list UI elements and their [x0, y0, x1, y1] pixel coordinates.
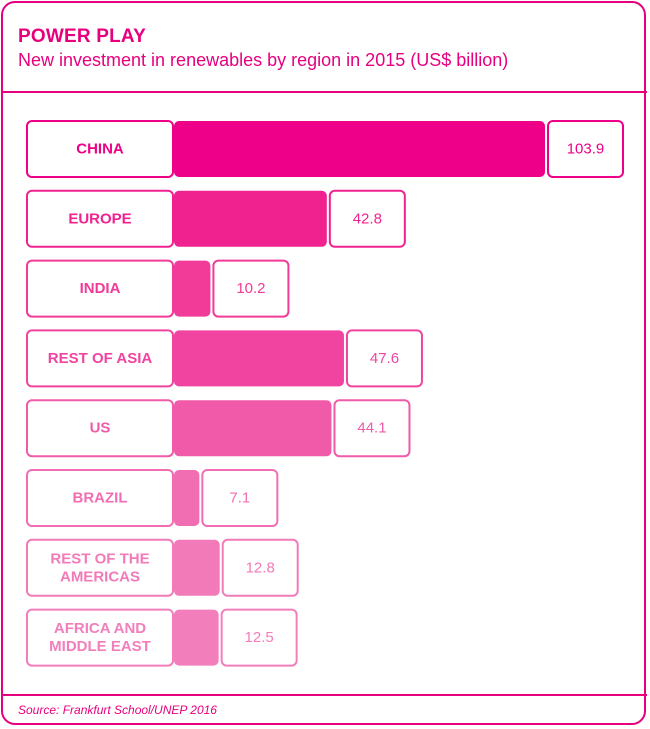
source-note: Source: Frankfurt School/UNEP 2016: [18, 703, 217, 717]
data-label: 10.2: [236, 280, 265, 297]
category-label: US: [90, 420, 111, 437]
category-box: [26, 469, 174, 527]
data-label: 42.8: [353, 210, 382, 227]
category-label: REST OF THE: [50, 550, 149, 567]
category-box: [26, 259, 174, 318]
bar: [174, 609, 219, 666]
bar: [174, 470, 200, 526]
category-label: EUROPE: [68, 210, 131, 227]
footer-divider: [1, 694, 647, 696]
value-box: [547, 120, 624, 178]
category-label: INDIA: [80, 280, 121, 297]
value-box: [220, 608, 298, 667]
bar: [174, 330, 344, 387]
bar: [174, 121, 545, 177]
category-box: [26, 189, 174, 248]
bar: [174, 260, 211, 317]
value-box: [212, 259, 290, 318]
data-label: 44.1: [357, 420, 386, 437]
data-label: 12.8: [246, 559, 275, 576]
category-box: [26, 120, 174, 178]
bar: [174, 539, 220, 596]
value-box: [328, 189, 406, 248]
category-label: AFRICA AND: [54, 620, 146, 637]
data-label: 47.6: [370, 350, 399, 367]
value-box: [333, 399, 411, 458]
category-label: REST OF ASIA: [48, 350, 153, 367]
category-box: [26, 399, 174, 458]
category-label: CHINA: [76, 141, 124, 158]
chart-title: POWER PLAY: [18, 26, 146, 47]
category-label: AMERICAS: [60, 568, 140, 585]
value-box: [345, 329, 423, 388]
value-box: [201, 469, 279, 527]
category-box: [26, 329, 174, 388]
data-label: 103.9: [567, 141, 605, 158]
chart-subtitle: New investment in renewables by region i…: [18, 50, 509, 70]
data-label: 12.5: [245, 629, 274, 646]
bar: [174, 190, 327, 247]
category-box: [26, 538, 174, 597]
header-divider: [1, 91, 647, 93]
bar: [174, 400, 332, 457]
category-label: BRAZIL: [73, 490, 128, 507]
data-label: 7.1: [229, 490, 250, 507]
category-label: MIDDLE EAST: [49, 638, 151, 655]
category-box: [26, 608, 174, 667]
value-box: [221, 538, 299, 597]
